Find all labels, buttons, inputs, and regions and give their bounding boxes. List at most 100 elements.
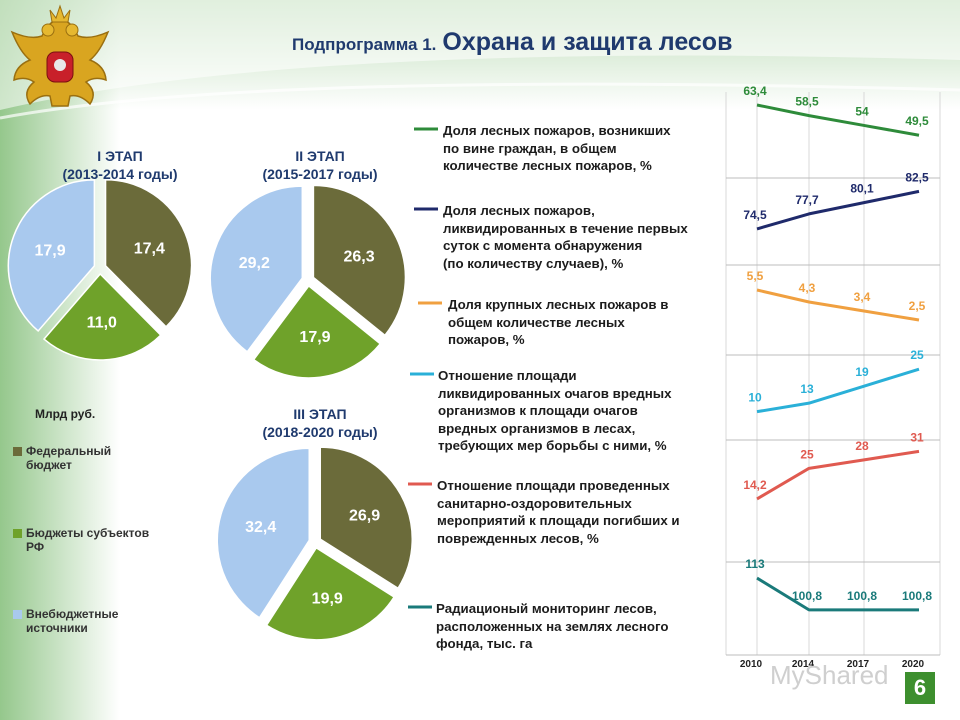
legend-swatch-regional <box>13 529 22 538</box>
indicator-3-label: Доля крупных лесных пожаров в общем коли… <box>448 296 668 349</box>
line-series-1-label-1: 63,4 <box>743 84 767 98</box>
pie-2-slice-extra <box>209 185 304 353</box>
coat-of-arms-icon <box>10 4 110 107</box>
indicator-5-line-3: мероприятий к площади погибших и <box>437 513 680 528</box>
legend-label-extra: Внебюджетные источники <box>26 607 119 635</box>
x-tick-2020: 2020 <box>902 659 925 670</box>
line-series-5 <box>756 449 920 501</box>
pie-2-slice-federal <box>312 184 407 337</box>
line-series-4-label-1: 10 <box>748 391 762 405</box>
line-series-1 <box>756 103 920 137</box>
pie-1-label-regional: 11,0 <box>87 314 117 331</box>
stage2-header: II ЭТАП (2015-2017 годы) <box>225 147 415 183</box>
indicator-5-line-4: поврежденных лесов, % <box>437 530 599 546</box>
pie-1-label-extra: 17,9 <box>34 242 65 259</box>
pie-3-label-regional: 19,9 <box>312 590 343 607</box>
line-series-6-label-4: 100,8 <box>902 589 932 603</box>
pie-charts: 17,4 11,0 17,9 26,3 17,9 29,2 26,9 19,9 32,4 <box>7 178 413 641</box>
indicator-4-line-1: Отношение площади <box>438 368 577 383</box>
indicator-6-line-2: расположенных на землях лесного <box>436 618 669 634</box>
line-series-2-label-3: 80,1 <box>850 182 874 196</box>
page-title: Подпрограмма 1. Охрана и защита лесов <box>292 28 732 57</box>
unit-label: Млрд руб. <box>35 407 96 421</box>
indicator-1-label: Доля лесных пожаров, возникших по вине г… <box>443 122 671 175</box>
stage1-header: I ЭТАП (2013-2014 годы) <box>25 147 215 183</box>
indicator-4-line-3: организмов к площади очагов <box>438 403 638 418</box>
x-tick-2010: 2010 <box>740 659 763 670</box>
line-series-3 <box>756 288 920 322</box>
line-series-3-label-2: 4,3 <box>799 281 816 295</box>
indicator-4-line-2: ликвидированных очагов вредных <box>438 385 672 401</box>
page-number: 6 <box>905 672 935 704</box>
indicator-5-line-1: Отношение площади проведенных <box>437 478 670 493</box>
line-series-2-label-4: 82,5 <box>905 170 929 184</box>
line-series-3-label-3: 3,4 <box>854 290 871 304</box>
indicator-5-label: Отношение площади проведенных санитарно-… <box>437 477 680 547</box>
line-series-5-label-2: 25 <box>800 447 814 461</box>
indicator-3-line-3: пожаров, % <box>448 332 525 347</box>
pie-2-slice-regional <box>252 284 382 379</box>
pie-3-label-extra: 32,4 <box>245 519 276 536</box>
pie-3-slice-regional <box>265 546 396 641</box>
legend-label-federal: Федеральный бюджет <box>26 444 112 472</box>
x-tick-2017: 2017 <box>847 659 870 670</box>
indicator-3-line-1: Доля крупных лесных пожаров в <box>448 297 669 312</box>
line-series-2 <box>756 189 920 231</box>
pie-1-slice-federal <box>104 178 193 328</box>
title-prefix: Подпрограмма 1. <box>292 35 437 54</box>
legend-swatch-federal <box>13 447 22 456</box>
line-series-6-label-3: 100,8 <box>847 589 877 603</box>
x-tick-2014: 2014 <box>792 659 815 670</box>
legend-swatch-extra <box>13 610 22 619</box>
indicator-4-line-4: вредных организмов в лесах, <box>438 420 636 436</box>
line-series-2-label-1: 74,5 <box>743 208 767 222</box>
indicator-6-line-3: фонда, тыс. га <box>436 636 533 651</box>
stage3-subtitle: (2018-2020 годы) <box>262 424 378 440</box>
line-series-5-label-3: 28 <box>855 439 869 453</box>
indicator-3-line-2: общем количестве лесных <box>448 314 625 330</box>
line-series-4-label-4: 25 <box>910 348 924 362</box>
indicator-2-line-3: суток с момента обнаружения <box>443 238 643 253</box>
line-series-3-label-1: 5,5 <box>747 269 764 283</box>
stage2-title: II ЭТАП <box>295 148 345 164</box>
line-series-4-label-2: 13 <box>800 382 814 396</box>
indicator-6-label: Радиационый мониторинг лесов, расположен… <box>436 600 669 653</box>
line-series-6-label-2: 100,8 <box>792 589 822 603</box>
stage1-subtitle: (2013-2014 годы) <box>62 166 178 182</box>
stage3-header: III ЭТАП (2018-2020 годы) <box>225 405 415 441</box>
pie-2-label-regional: 17,9 <box>299 329 330 346</box>
indicator-2-line-4: (по количеству случаев), % <box>443 255 624 271</box>
pie-1-slice-extra <box>7 179 96 333</box>
indicator-1-line-3: количестве лесных пожаров, % <box>443 158 652 173</box>
stage1-title: I ЭТАП <box>97 148 143 164</box>
watermark: MyShared <box>770 660 889 690</box>
legend-item-federal: Федеральный бюджет <box>13 444 151 472</box>
line-series-6 <box>756 576 919 612</box>
indicator-4-line-5: требующих мер борьбы с ними, % <box>438 438 667 453</box>
indicator-1-line-2: по вине граждан, в общем <box>443 140 617 156</box>
pie-3-slice-federal <box>319 446 413 590</box>
legend-item-extra: Внебюджетные источники <box>13 607 151 635</box>
line-series-3-label-4: 2,5 <box>909 299 926 313</box>
pie-1-label-federal: 17,4 <box>134 241 165 258</box>
line-series-5-label-1: 14,2 <box>743 478 767 492</box>
pie-2-label-federal: 26,3 <box>344 249 375 266</box>
indicator-2-label: Доля лесных пожаров, ликвидированных в т… <box>443 202 688 272</box>
indicator-1-line-1: Доля лесных пожаров, возникших <box>443 123 671 138</box>
stage2-subtitle: (2015-2017 годы) <box>262 166 378 182</box>
line-series-4-label-3: 19 <box>855 365 869 379</box>
line-series-5-label-4: 31 <box>910 430 924 444</box>
pie-3-label-federal: 26,9 <box>349 508 380 525</box>
pie-1-slice-regional <box>42 272 162 361</box>
title-main: Охрана и защита лесов <box>442 28 733 56</box>
indicator-6-line-1: Радиационый мониторинг лесов, <box>436 601 657 616</box>
line-series-1-label-3: 54 <box>855 104 869 118</box>
indicator-2-line-1: Доля лесных пожаров, <box>443 203 595 218</box>
indicator-4-label: Отношение площади ликвидированных очагов… <box>438 367 672 455</box>
indicator-5-line-2: санитарно-оздоровительных <box>437 495 632 511</box>
stage3-title: III ЭТАП <box>293 406 347 422</box>
line-series-4 <box>756 367 920 414</box>
line-series-1-label-2: 58,5 <box>795 95 819 109</box>
